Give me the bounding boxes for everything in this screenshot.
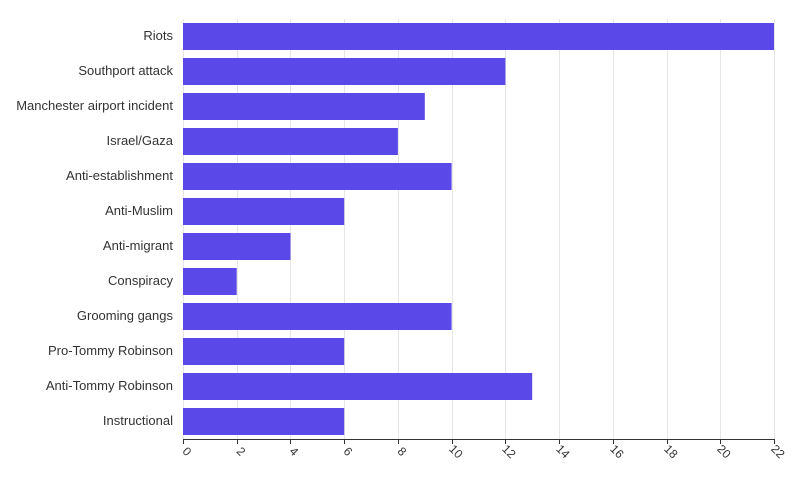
tick-label-7: 14 [553, 442, 573, 462]
category-label-9: Pro-Tommy Robinson [48, 343, 173, 358]
tick-label-6: 12 [499, 442, 519, 462]
tick-label-10: 20 [714, 442, 734, 462]
tick-label-1: 2 [234, 444, 249, 459]
category-label-0: Riots [143, 28, 173, 43]
bar-7[interactable] [183, 268, 237, 295]
bar-1[interactable] [183, 58, 506, 85]
tick-label-5: 10 [446, 442, 466, 462]
category-label-6: Anti-migrant [103, 238, 173, 253]
bar-8[interactable] [183, 303, 452, 330]
category-labels: Riots Southport attack Manchester airport … [16, 28, 174, 428]
bar-4[interactable] [183, 163, 452, 190]
bar-3[interactable] [183, 128, 398, 155]
category-label-7: Conspiracy [108, 273, 174, 288]
category-label-3: Israel/Gaza [107, 133, 174, 148]
category-label-5: Anti-Muslim [105, 203, 173, 218]
tick-label-8: 16 [607, 442, 627, 462]
tick-label-2: 4 [287, 444, 302, 459]
category-label-11: Instructional [103, 413, 173, 428]
bar-5[interactable] [183, 198, 345, 225]
tick-label-3: 6 [341, 444, 356, 459]
bar-9[interactable] [183, 338, 345, 365]
bar-11[interactable] [183, 408, 345, 435]
tick-label-4: 8 [395, 444, 410, 459]
category-label-4: Anti-establishment [66, 168, 173, 183]
category-label-1: Southport attack [78, 63, 173, 78]
bars [183, 23, 774, 435]
x-axis: 0 2 4 6 8 10 12 14 16 18 20 22 [180, 439, 788, 461]
bar-6[interactable] [183, 233, 291, 260]
category-label-10: Anti-Tommy Robinson [46, 378, 173, 393]
bar-10[interactable] [183, 373, 533, 400]
bar-0[interactable] [183, 23, 774, 50]
bar-2[interactable] [183, 93, 425, 120]
category-label-2: Manchester airport incident [16, 98, 173, 113]
tick-label-11: 22 [768, 442, 788, 462]
tick-label-9: 18 [661, 442, 681, 462]
tick-label-0: 0 [180, 444, 195, 459]
gridlines [183, 19, 775, 439]
category-label-8: Grooming gangs [77, 308, 174, 323]
